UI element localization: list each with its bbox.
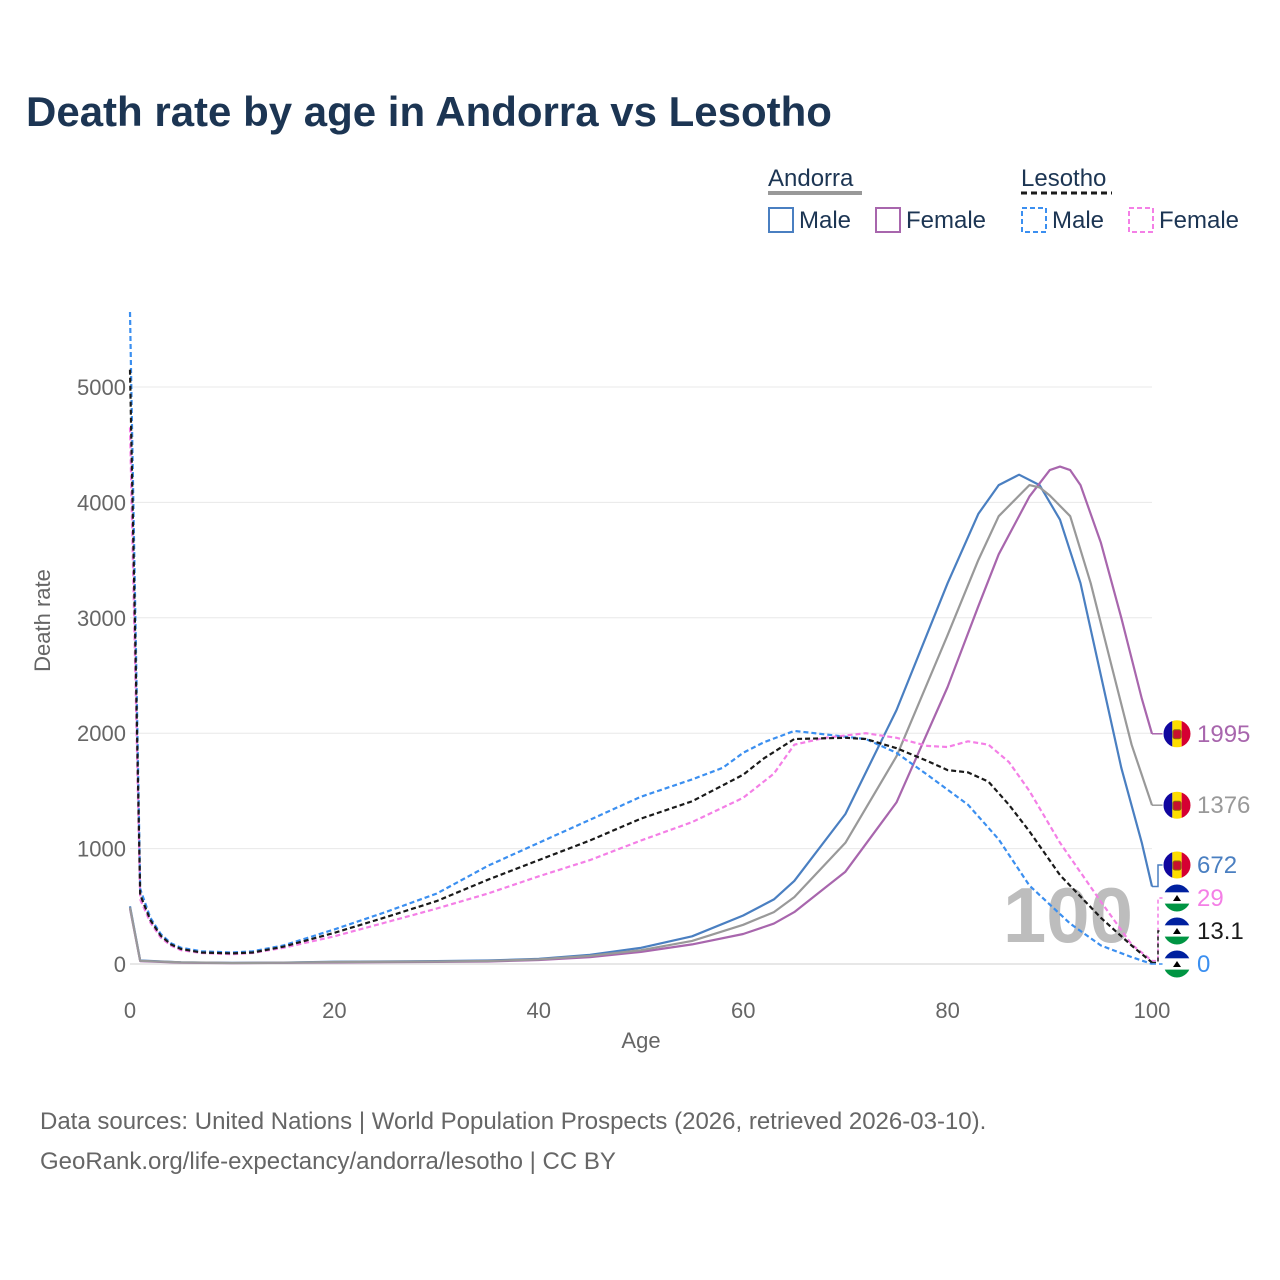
end-labels: 1995 1376 672 29 13.1 0 (1152, 719, 1250, 979)
legend-andorra-female-label: Female (906, 207, 986, 234)
x-tick-label: 100 (1134, 998, 1171, 1023)
y-tick-label: 1000 (77, 837, 126, 862)
source-line-2: GeoRank.org/life-expectancy/andorra/leso… (40, 1148, 616, 1175)
legend-andorra-male-swatch (768, 207, 794, 233)
x-tick-label: 80 (935, 998, 959, 1023)
flag-lesotho-icon (1162, 883, 1192, 913)
source-line-1: Data sources: United Nations | World Pop… (40, 1108, 987, 1135)
flag-lesotho-icon (1162, 949, 1192, 979)
y-tick-label: 3000 (77, 606, 126, 631)
end-value-label: 13.1 (1197, 918, 1244, 945)
end-connector (1152, 930, 1163, 964)
end-value-label: 672 (1197, 852, 1237, 879)
flag-ring (1162, 719, 1192, 749)
flag-lesotho-icon (1162, 916, 1192, 946)
legend-lesotho-male-swatch (1021, 207, 1047, 233)
series-line-andorra-female (128, 465, 1154, 965)
legend-lesotho-female-swatch (1128, 207, 1154, 233)
legend-lesotho-male-label: Male (1052, 207, 1104, 234)
y-tick-label: 4000 (77, 490, 126, 515)
legend-lesotho-female-label: Female (1159, 207, 1239, 234)
grid-lines (130, 386, 1152, 965)
series-lines (128, 311, 1154, 966)
legend-group-lesotho: Lesotho (1021, 165, 1106, 192)
y-tick-label: 2000 (77, 721, 126, 746)
x-tick-label: 40 (527, 998, 551, 1023)
x-tick-label: 60 (731, 998, 755, 1023)
series-line-lesotho-male (128, 311, 1153, 966)
end-value-label: 29 (1197, 885, 1224, 912)
end-value-label: 1376 (1197, 792, 1250, 819)
flag-ring (1162, 949, 1192, 979)
flag-ring (1162, 790, 1192, 820)
flag-ring (1162, 916, 1192, 946)
series-line-lesotho-female (128, 427, 1153, 962)
end-connector (1152, 897, 1163, 962)
flag-andorra-icon (1162, 719, 1192, 749)
axes: 0 1000 2000 3000 4000 5000 0 20 40 60 80 100 Age Deat… (30, 375, 1170, 1053)
x-axis-title: Age (621, 1028, 660, 1053)
x-tick-label: 20 (322, 998, 346, 1023)
series-line-lesotho-total (128, 369, 1153, 964)
flag-andorra-icon (1162, 790, 1192, 820)
end-value-label: 1995 (1197, 721, 1250, 748)
y-tick-label: 5000 (77, 375, 126, 400)
y-axis-title: Death rate (30, 569, 55, 672)
legend-group-andorra: Andorra (768, 165, 854, 192)
end-connector (1152, 864, 1163, 888)
x-tick-label: 0 (124, 998, 136, 1023)
flag-andorra-icon (1162, 850, 1192, 880)
flag-ring (1162, 850, 1192, 880)
legend-andorra-female-swatch (875, 207, 901, 233)
flag-ring (1162, 883, 1192, 913)
legend-andorra-male-label: Male (799, 207, 851, 234)
chart-title: Death rate by age in Andorra vs Lesotho (26, 88, 832, 135)
y-tick-label: 0 (114, 952, 126, 977)
end-value-label: 0 (1197, 951, 1210, 978)
series-line-andorra-male (128, 473, 1154, 964)
series-line-andorra-total (128, 484, 1154, 965)
legend: Andorra Male Female Lesotho Male Female (768, 165, 1239, 234)
